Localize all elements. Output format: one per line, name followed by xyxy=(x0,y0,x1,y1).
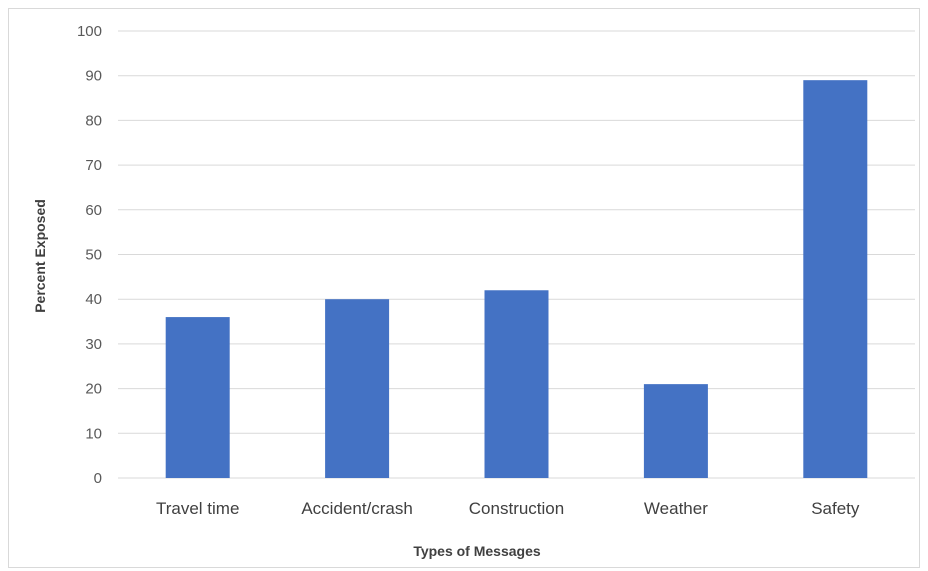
y-tick-label: 100 xyxy=(77,23,102,40)
x-tick-label: Safety xyxy=(811,499,860,518)
x-tick-label: Travel time xyxy=(156,499,239,518)
x-axis-title: Types of Messages xyxy=(413,543,541,559)
bar-construction xyxy=(484,290,549,478)
y-tick-label: 10 xyxy=(85,425,102,442)
y-tick-label: 30 xyxy=(85,336,102,353)
y-tick-label: 20 xyxy=(85,381,102,398)
y-tick-label: 40 xyxy=(85,291,102,308)
bar-safety xyxy=(803,80,868,479)
gridlines xyxy=(118,30,915,479)
y-tick-label: 90 xyxy=(85,68,102,85)
x-tick-label: Construction xyxy=(469,499,564,518)
y-axis-title: Percent Exposed xyxy=(32,199,48,313)
y-axis-ticks: 0 10 20 30 40 50 60 70 80 90 100 xyxy=(77,23,102,487)
bar-weather xyxy=(643,384,708,478)
y-tick-label: 0 xyxy=(94,470,102,487)
x-tick-label: Accident/crash xyxy=(301,499,413,518)
y-tick-label: 50 xyxy=(85,247,102,264)
bar-travel-time xyxy=(165,317,230,478)
x-axis-ticks: Travel time Accident/crash Construction Wea… xyxy=(156,499,860,518)
y-tick-label: 60 xyxy=(85,202,102,219)
chart-frame xyxy=(8,8,920,568)
bars xyxy=(165,80,868,479)
bar-accident-crash xyxy=(325,299,390,478)
y-tick-label: 70 xyxy=(85,157,102,174)
x-tick-label: Weather xyxy=(644,499,708,518)
y-tick-label: 80 xyxy=(85,112,102,129)
